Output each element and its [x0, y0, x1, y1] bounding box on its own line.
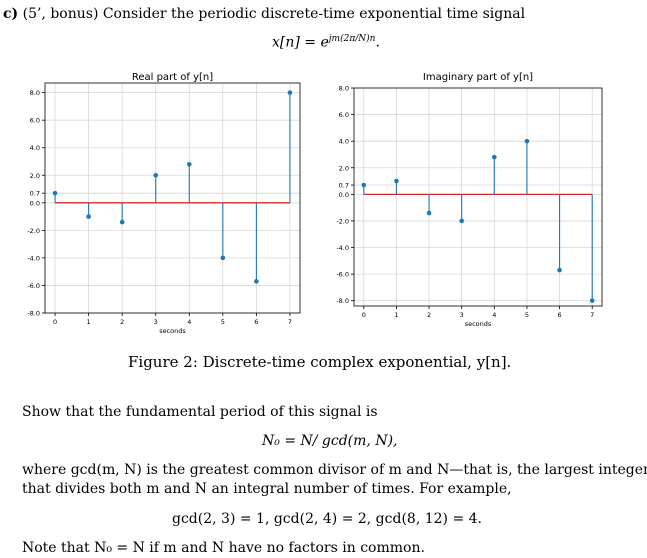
- y-tick-label: -6.0: [27, 282, 40, 290]
- note-text: Note that N₀ = N if m and N have no fact…: [22, 540, 425, 556]
- y-tick-label: -4.0: [336, 244, 349, 252]
- chart-title: Imaginary part of y[n]: [423, 72, 533, 83]
- plot-frame: [353, 87, 603, 307]
- stem-marker: [119, 219, 125, 225]
- y-tick-label: -4.0: [27, 254, 40, 262]
- x-tick-label: 2: [120, 318, 124, 326]
- where-text-line1: where gcd(m, N) is the greatest common d…: [22, 462, 647, 478]
- x-tick-label: 2: [427, 311, 431, 319]
- stem-marker: [426, 210, 432, 216]
- y-tick-label: 0.7: [339, 182, 349, 190]
- y-tick-label: 6.0: [30, 117, 40, 125]
- y-tick-label: -8.0: [27, 310, 40, 318]
- stem-marker: [394, 178, 399, 184]
- x-tick-label: 6: [254, 318, 258, 326]
- x-tick-label: 5: [525, 311, 529, 319]
- signal-equation: x[n] = ejm(2π/N)n.: [272, 34, 380, 51]
- x-tick-label: 7: [288, 318, 292, 326]
- equation-exponent: jm(2π/N)n: [328, 34, 376, 44]
- x-tick-label: 0: [362, 311, 366, 319]
- stem-marker: [186, 161, 192, 167]
- x-tick-label: 3: [154, 318, 158, 326]
- stem-marker: [254, 279, 259, 284]
- stem-marker: [287, 90, 293, 95]
- y-tick-label: 2.0: [30, 172, 40, 180]
- x-tick-label: 4: [187, 318, 191, 326]
- x-tick-label: 1: [394, 311, 398, 319]
- x-tick-label: 1: [87, 318, 91, 326]
- plot-frame: [44, 82, 301, 314]
- y-tick-label: -8.0: [336, 297, 349, 305]
- stem-marker: [459, 218, 464, 224]
- y-tick-label: 0.7: [30, 190, 40, 198]
- x-axis-label: seconds: [465, 320, 492, 328]
- stem-marker: [86, 214, 91, 219]
- y-tick-label: 8.0: [30, 89, 40, 97]
- equation-tail: .: [375, 34, 380, 51]
- stem-marker: [589, 298, 595, 303]
- stem-marker: [153, 172, 159, 178]
- y-tick-label: 0.0: [30, 199, 40, 207]
- figure-caption: Figure 2: Discrete-time complex exponent…: [128, 353, 512, 371]
- x-tick-label: 5: [221, 318, 225, 326]
- x-tick-label: 0: [53, 318, 57, 326]
- y-tick-label: 2.0: [339, 164, 349, 172]
- stem-marker: [557, 267, 562, 273]
- problem-label: c): [3, 6, 19, 22]
- show-that-text: Show that the fundamental period of this…: [22, 404, 378, 420]
- imaginary-part-chart: Imaginary part of y[n] 8.0 6.0 4.0 2.0 0.70.0…: [336, 72, 603, 328]
- real-part-chart: Real part of y[n] 8.0 6.0 4.0 2.0 0.70.0 -2.0 -…: [27, 72, 301, 335]
- y-tick-label: 4.0: [339, 138, 349, 146]
- y-tick-label: -2.0: [27, 227, 40, 235]
- chart-title: Real part of y[n]: [132, 72, 213, 83]
- equation-lhs: x[n] = e: [272, 34, 329, 51]
- y-tick-label: -2.0: [336, 217, 349, 225]
- x-tick-label: 7: [590, 311, 594, 319]
- stem-marker: [492, 154, 497, 160]
- gcd-examples: gcd(2, 3) = 1, gcd(2, 4) = 2, gcd(8, 12)…: [172, 511, 482, 527]
- problem-intro: (5’, bonus) Consider the periodic discre…: [22, 6, 526, 22]
- stem-marker: [361, 182, 367, 188]
- y-tick-label: 6.0: [339, 111, 349, 119]
- y-tick-label: 4.0: [30, 144, 40, 152]
- y-tick-label: 8.0: [339, 85, 349, 93]
- stem-marker: [220, 255, 226, 261]
- x-axis-label: seconds: [159, 327, 186, 335]
- x-tick-label: 4: [492, 311, 496, 319]
- stem-marker: [524, 138, 530, 144]
- period-equation: N₀ = N/ gcd(m, N),: [262, 433, 398, 449]
- x-tick-label: 3: [460, 311, 464, 319]
- x-tick-label: 6: [558, 311, 562, 319]
- where-text-line2: that divides both m and N an integral nu…: [22, 481, 512, 497]
- y-tick-label: 0.0: [339, 191, 349, 199]
- y-tick-label: -6.0: [336, 271, 349, 279]
- stem-marker: [52, 190, 58, 196]
- problem-statement: c) (5’, bonus) Consider the periodic dis…: [3, 6, 525, 22]
